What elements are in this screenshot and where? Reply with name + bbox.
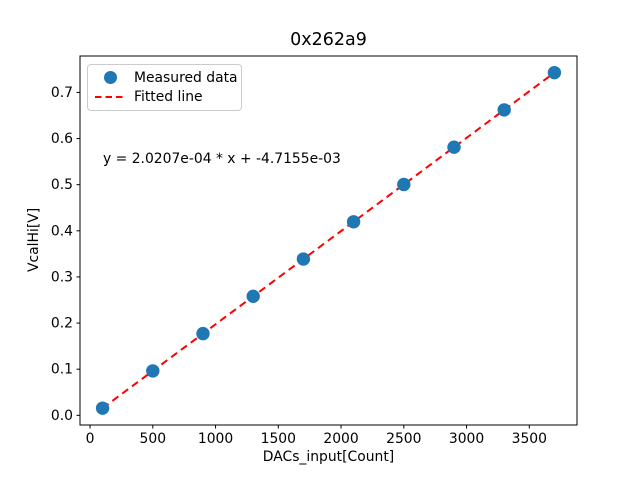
data-point bbox=[296, 252, 311, 266]
legend-label: Fitted line bbox=[134, 89, 203, 106]
data-point bbox=[246, 289, 260, 304]
plot-frame bbox=[79, 55, 578, 426]
x-tick-label: 1500 bbox=[261, 431, 296, 447]
y-tick-label: 0.4 bbox=[51, 223, 73, 239]
x-axis-label: DACs_input[Count] bbox=[262, 449, 395, 465]
fit-equation-annotation: y = 2.0207e-04 * x + -4.7155e-03 bbox=[103, 151, 341, 167]
x-tick-label: 1000 bbox=[198, 431, 233, 447]
legend-item-fitted-line: Fitted line bbox=[94, 88, 233, 108]
data-point bbox=[346, 215, 361, 229]
y-tick-label: 0.0 bbox=[51, 408, 73, 424]
legend: Measured data Fitted line bbox=[87, 64, 242, 111]
x-tick-label: 3500 bbox=[512, 431, 547, 447]
x-tick-label: 0 bbox=[86, 431, 95, 447]
y-tick-label: 0.7 bbox=[51, 85, 73, 101]
x-tick-label: 2000 bbox=[323, 431, 358, 447]
scatter-marker-icon bbox=[94, 71, 126, 85]
blue-dot-icon bbox=[103, 71, 117, 85]
y-tick-label: 0.1 bbox=[51, 362, 73, 378]
y-tick-label: 0.3 bbox=[51, 269, 73, 285]
y-tick-label: 0.5 bbox=[51, 177, 73, 193]
y-tick-label: 0.2 bbox=[51, 316, 73, 332]
fitted-line bbox=[101, 71, 556, 409]
x-tick-label: 3000 bbox=[449, 431, 484, 447]
dashed-line-icon bbox=[94, 96, 126, 99]
data-point bbox=[397, 177, 411, 192]
x-tick-label: 2500 bbox=[386, 431, 421, 447]
legend-item-measured-data: Measured data bbox=[94, 68, 238, 88]
data-point bbox=[95, 401, 110, 415]
legend-label: Measured data bbox=[134, 69, 238, 86]
x-tick-label: 500 bbox=[140, 431, 167, 447]
data-point bbox=[146, 364, 160, 378]
chart-title: 0x262a9 bbox=[290, 30, 367, 50]
y-tick-label: 0.6 bbox=[51, 131, 73, 147]
data-point bbox=[547, 65, 562, 80]
data-point bbox=[497, 103, 511, 117]
data-point bbox=[196, 326, 210, 341]
y-axis-label: VcalHi[V] bbox=[26, 207, 42, 272]
data-point bbox=[447, 140, 461, 154]
